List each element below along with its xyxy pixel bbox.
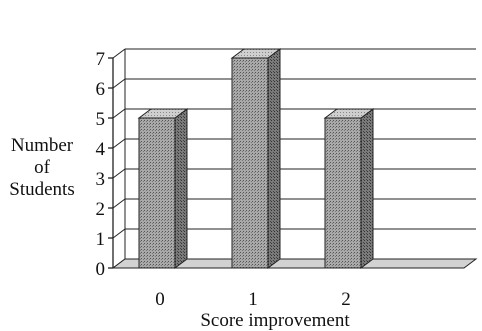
grid-wall-diagonal — [112, 78, 126, 89]
bar-1 — [230, 48, 282, 269]
x-tick-label: 2 — [341, 289, 351, 310]
x-tick-label: 0 — [155, 289, 165, 310]
grid-wall-diagonal — [112, 108, 126, 119]
y-tick-label: 2 — [96, 199, 106, 220]
x-axis-label: Score improvement — [200, 310, 350, 331]
x-tick-labels: 0 1 2 — [155, 289, 351, 310]
y-tick-label: 3 — [96, 169, 106, 190]
y-tick-label: 5 — [96, 109, 106, 130]
bar-front — [231, 57, 269, 269]
bars — [137, 48, 375, 269]
bar-0 — [137, 108, 189, 269]
bar-2 — [323, 108, 375, 269]
grid-wall-diagonal — [112, 168, 126, 179]
grid-wall-diagonal — [112, 228, 126, 239]
bar-side — [360, 108, 374, 269]
bar-side — [174, 108, 188, 269]
y-axis-label-line-1: Number — [11, 135, 74, 156]
y-tick-label: 7 — [96, 49, 106, 70]
bar-front — [324, 117, 362, 269]
y-axis-label-line-2: of — [34, 157, 51, 178]
grid-wall-diagonal — [112, 138, 126, 149]
bar-front — [138, 117, 176, 269]
grid-wall-diagonal — [112, 48, 126, 59]
bar-side — [267, 48, 281, 269]
y-tick-label: 6 — [96, 79, 106, 100]
axes — [108, 49, 126, 269]
y-axis-label: Number of Students — [9, 135, 74, 200]
x-tick-label: 1 — [248, 289, 258, 310]
y-tick-label: 4 — [96, 139, 106, 160]
y-tick-label: 1 — [96, 229, 106, 250]
grid-wall-diagonal — [112, 198, 126, 209]
y-tick-label: 0 — [96, 259, 106, 280]
y-axis-label-line-3: Students — [9, 179, 74, 200]
y-tick-labels: 0 1 2 3 4 5 6 7 — [96, 49, 106, 280]
